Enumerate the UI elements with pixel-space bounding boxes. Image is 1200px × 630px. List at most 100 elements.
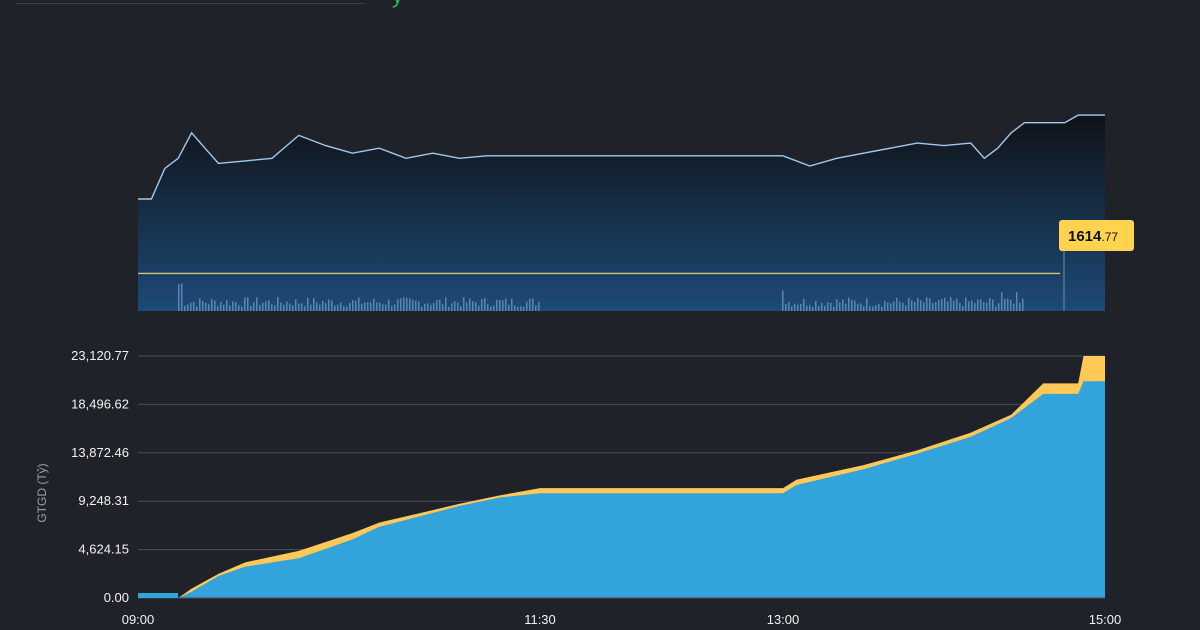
volume-bar	[238, 305, 240, 311]
volume-bar	[953, 300, 955, 311]
volume-bar	[1022, 298, 1024, 311]
volume-bar	[469, 298, 471, 311]
volume-bar	[484, 298, 486, 311]
volume-bar	[499, 300, 501, 311]
volume-bar	[797, 304, 799, 311]
header-title-fragment: y	[392, 0, 403, 7]
reference-price-label: 1614.77	[1059, 220, 1134, 311]
volume-bar	[208, 304, 210, 311]
volume-bar	[460, 306, 462, 311]
volume-bar	[827, 302, 829, 311]
volume-bar	[1007, 298, 1009, 311]
volume-bar	[917, 297, 919, 311]
volume-bar	[232, 301, 234, 311]
volume-bar	[178, 284, 180, 311]
volume-bar	[920, 300, 922, 311]
volume-bar	[337, 304, 339, 311]
volume-bar	[878, 303, 880, 311]
volume-bar	[442, 304, 444, 311]
volume-bar	[304, 306, 306, 311]
volume-bar	[848, 297, 850, 311]
volume-bar	[818, 306, 820, 311]
reference-price-decimals: .77	[1101, 230, 1118, 244]
volume-bar	[298, 303, 300, 311]
volume-bar	[944, 297, 946, 311]
volume-bar	[319, 304, 321, 311]
volume-bar	[803, 299, 805, 311]
volume-bar	[824, 305, 826, 311]
volume-bar	[253, 302, 255, 311]
volume-bar	[364, 302, 366, 311]
volume-bar	[887, 302, 889, 311]
volume-bar	[346, 306, 348, 311]
volume-bar	[331, 300, 333, 311]
volume-bar	[472, 301, 474, 311]
volume-bar	[1016, 292, 1018, 311]
volume-bar	[250, 305, 252, 311]
volume-bar	[355, 300, 357, 311]
volume-bar	[259, 305, 261, 311]
volume-bar	[881, 306, 883, 311]
volume-bar	[986, 302, 988, 311]
volume-bar	[532, 298, 534, 311]
volume-bar	[211, 299, 213, 311]
volume-bar	[493, 305, 495, 311]
volume-bar	[295, 299, 297, 311]
volume-bar	[950, 297, 952, 311]
volume-bar	[394, 304, 396, 311]
volume-bar	[1019, 302, 1021, 311]
volume-bar	[788, 302, 790, 311]
volume-bar	[490, 306, 492, 311]
volume-bar	[223, 304, 225, 311]
volume-bar	[929, 298, 931, 311]
volume-bar	[202, 301, 204, 311]
value-y-tick: 4,624.15	[78, 542, 129, 557]
volume-bar	[226, 300, 228, 311]
volume-bar	[451, 303, 453, 311]
volume-bar	[190, 302, 192, 311]
value-x-tick-labels: 09:00 11:30 13:00 15:00	[122, 612, 1122, 627]
volume-bar	[890, 303, 892, 311]
volume-bar	[268, 300, 270, 311]
volume-bar	[1001, 292, 1003, 311]
volume-bar	[421, 306, 423, 311]
volume-bar	[286, 301, 288, 311]
volume-bar	[193, 301, 195, 311]
volume-bar	[806, 305, 808, 311]
volume-bar	[1004, 298, 1006, 311]
volume-bar	[292, 305, 294, 311]
value-y-tick: 13,872.46	[71, 445, 129, 460]
volume-bar	[875, 305, 877, 311]
volume-bar	[935, 302, 937, 311]
volume-bar	[340, 302, 342, 311]
volume-bar	[325, 302, 327, 311]
volume-bar	[956, 298, 958, 311]
volume-bar	[217, 306, 219, 311]
volume-bar	[385, 304, 387, 311]
header-divider	[16, 3, 365, 4]
value-x-tick: 09:00	[122, 612, 155, 627]
volume-bar	[379, 302, 381, 311]
volume-bar	[836, 299, 838, 311]
volume-bar	[358, 297, 360, 311]
volume-bar	[800, 304, 802, 311]
volume-bar	[908, 298, 910, 311]
volume-bar	[277, 297, 279, 311]
volume-bar	[496, 299, 498, 311]
volume-bar	[905, 305, 907, 311]
volume-bar	[466, 302, 468, 311]
volume-bar	[196, 306, 198, 311]
volume-bar	[995, 306, 997, 311]
volume-bar	[406, 297, 408, 311]
volume-bar	[809, 305, 811, 311]
volume-bar	[352, 300, 354, 311]
volume-bar	[812, 306, 814, 311]
volume-bar	[412, 299, 414, 311]
volume-bar	[893, 301, 895, 311]
volume-bar	[902, 302, 904, 311]
volume-bar	[815, 300, 817, 311]
volume-bar	[529, 298, 531, 311]
volume-bar	[926, 297, 928, 311]
volume-bar	[971, 300, 973, 311]
volume-bar	[454, 301, 456, 311]
